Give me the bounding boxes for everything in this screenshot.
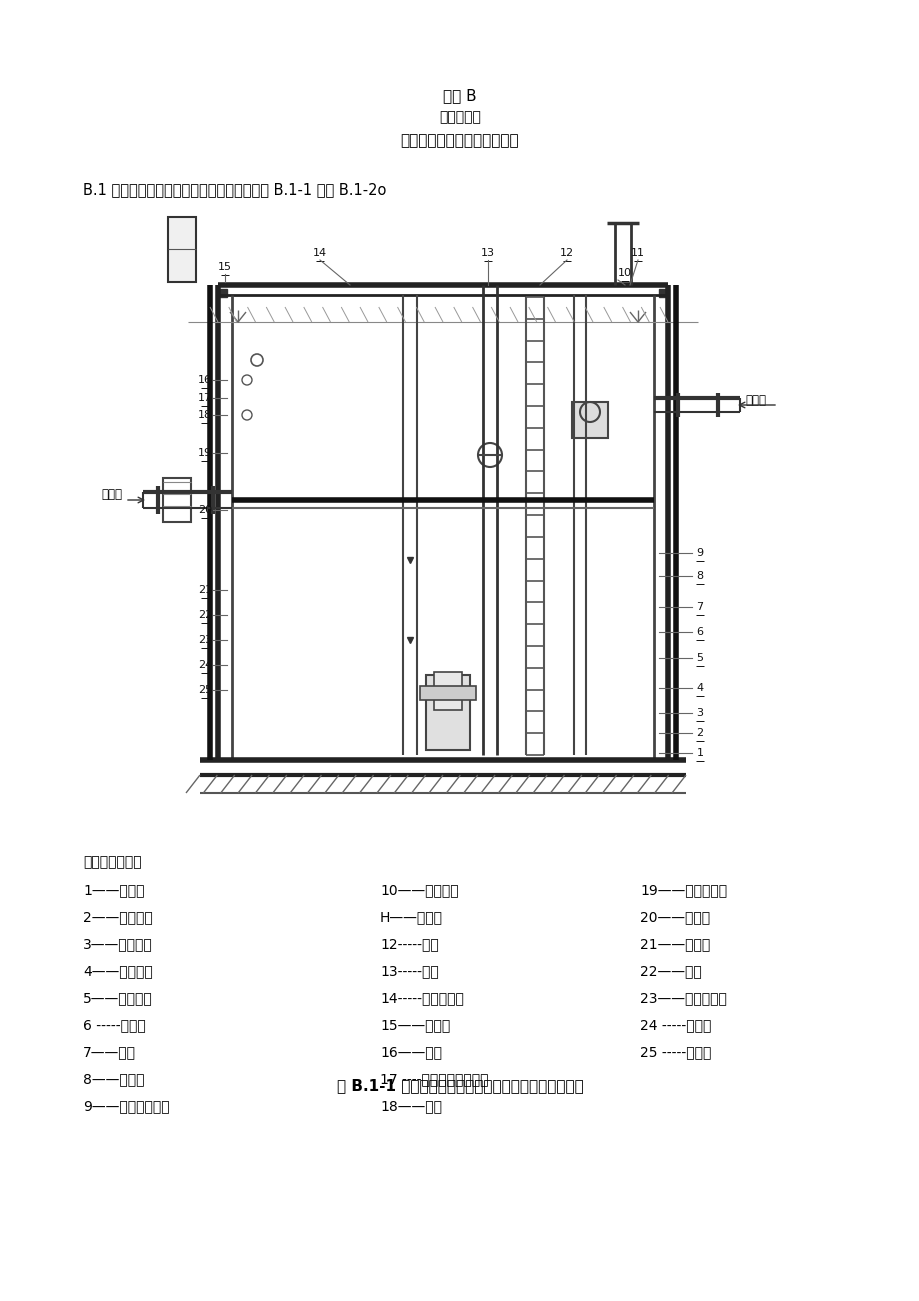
Text: 5: 5 bbox=[696, 653, 703, 664]
Text: 8——出水管: 8——出水管 bbox=[83, 1072, 144, 1086]
Text: 进水管: 进水管 bbox=[101, 488, 122, 501]
Text: 16——爬梯: 16——爬梯 bbox=[380, 1045, 441, 1059]
Text: 14: 14 bbox=[312, 248, 327, 258]
Text: 2——耦合底座: 2——耦合底座 bbox=[83, 909, 153, 924]
Text: 18——格栅: 18——格栅 bbox=[380, 1099, 441, 1112]
Text: 13: 13 bbox=[481, 248, 494, 258]
Text: 20——进水管: 20——进水管 bbox=[640, 909, 709, 924]
Text: 18: 18 bbox=[198, 410, 212, 420]
Text: 出水管: 出水管 bbox=[744, 393, 766, 406]
Text: 14-----防坠落格板: 14-----防坠落格板 bbox=[380, 991, 463, 1004]
Text: 16: 16 bbox=[198, 375, 211, 385]
Text: 3——水泵导轨: 3——水泵导轨 bbox=[83, 937, 153, 951]
Text: 21: 21 bbox=[198, 585, 212, 595]
Text: 20: 20 bbox=[198, 505, 212, 515]
Text: 图 B.1-1 整体式室外排水一体化设备组成示意图（一）: 图 B.1-1 整体式室外排水一体化设备组成示意图（一） bbox=[336, 1079, 583, 1093]
Text: 室外排水一体化设备组成示意: 室外排水一体化设备组成示意 bbox=[401, 133, 518, 148]
Text: 11: 11 bbox=[630, 248, 644, 258]
Text: （资料性）: （资料性） bbox=[438, 111, 481, 124]
Text: 4——压力管道: 4——压力管道 bbox=[83, 964, 153, 978]
Text: 22——筒体: 22——筒体 bbox=[640, 964, 701, 978]
Text: 7: 7 bbox=[696, 602, 703, 611]
Bar bbox=[425, 675, 470, 749]
Text: 5——检修平台: 5——检修平台 bbox=[83, 991, 153, 1004]
Bar bbox=[420, 686, 475, 700]
Text: 6 -----止回阀: 6 -----止回阀 bbox=[83, 1017, 145, 1032]
Text: 15: 15 bbox=[218, 262, 232, 272]
Text: 7——闸阀: 7——闸阀 bbox=[83, 1045, 136, 1059]
Bar bbox=[658, 289, 666, 297]
Text: 19——进口挠性接: 19——进口挠性接 bbox=[640, 883, 726, 896]
Text: 17: 17 bbox=[198, 393, 212, 403]
Text: 22: 22 bbox=[198, 610, 212, 621]
Text: 3: 3 bbox=[696, 708, 703, 718]
Text: 13-----盖板: 13-----盖板 bbox=[380, 964, 438, 978]
Bar bbox=[434, 673, 461, 710]
Text: 1——潜污泵: 1——潜污泵 bbox=[83, 883, 144, 896]
Text: 23——机械式冲洗: 23——机械式冲洗 bbox=[640, 991, 726, 1004]
Text: 15——电控柜: 15——电控柜 bbox=[380, 1017, 449, 1032]
Text: 8: 8 bbox=[696, 571, 703, 582]
Text: 9——出口挠性接头: 9——出口挠性接头 bbox=[83, 1099, 169, 1112]
Text: 17 ----硫化氢气体检测仪: 17 ----硫化氢气体检测仪 bbox=[380, 1072, 488, 1086]
Text: 10——轴流风机: 10——轴流风机 bbox=[380, 883, 459, 896]
Text: 19: 19 bbox=[198, 448, 212, 458]
Text: 25: 25 bbox=[198, 686, 212, 695]
Text: 4: 4 bbox=[696, 683, 703, 693]
Text: 6: 6 bbox=[696, 627, 703, 637]
Text: 附录 B: 附录 B bbox=[443, 88, 476, 103]
Text: 12: 12 bbox=[560, 248, 573, 258]
Text: 10: 10 bbox=[618, 268, 631, 278]
Text: B.1 整体式室外排水一体化设备组成示意见图 B.1-1 和图 B.1-2o: B.1 整体式室外排水一体化设备组成示意见图 B.1-1 和图 B.1-2o bbox=[83, 182, 386, 196]
Text: 标引序号说明：: 标引序号说明： bbox=[83, 855, 142, 869]
Text: 1: 1 bbox=[696, 748, 703, 758]
Text: 23: 23 bbox=[198, 635, 212, 645]
Text: H——通气管: H——通气管 bbox=[380, 909, 443, 924]
Text: 12-----扶手: 12-----扶手 bbox=[380, 937, 438, 951]
Bar bbox=[572, 402, 607, 438]
Bar bbox=[163, 477, 191, 522]
Bar bbox=[168, 217, 196, 282]
Text: 9: 9 bbox=[696, 548, 703, 558]
Text: 21——导流板: 21——导流板 bbox=[640, 937, 709, 951]
Text: 24 -----分流板: 24 -----分流板 bbox=[640, 1017, 710, 1032]
Text: 24: 24 bbox=[198, 660, 212, 670]
Bar bbox=[219, 289, 227, 297]
Text: 2: 2 bbox=[696, 729, 703, 738]
Text: 25 -----防溅板: 25 -----防溅板 bbox=[640, 1045, 710, 1059]
